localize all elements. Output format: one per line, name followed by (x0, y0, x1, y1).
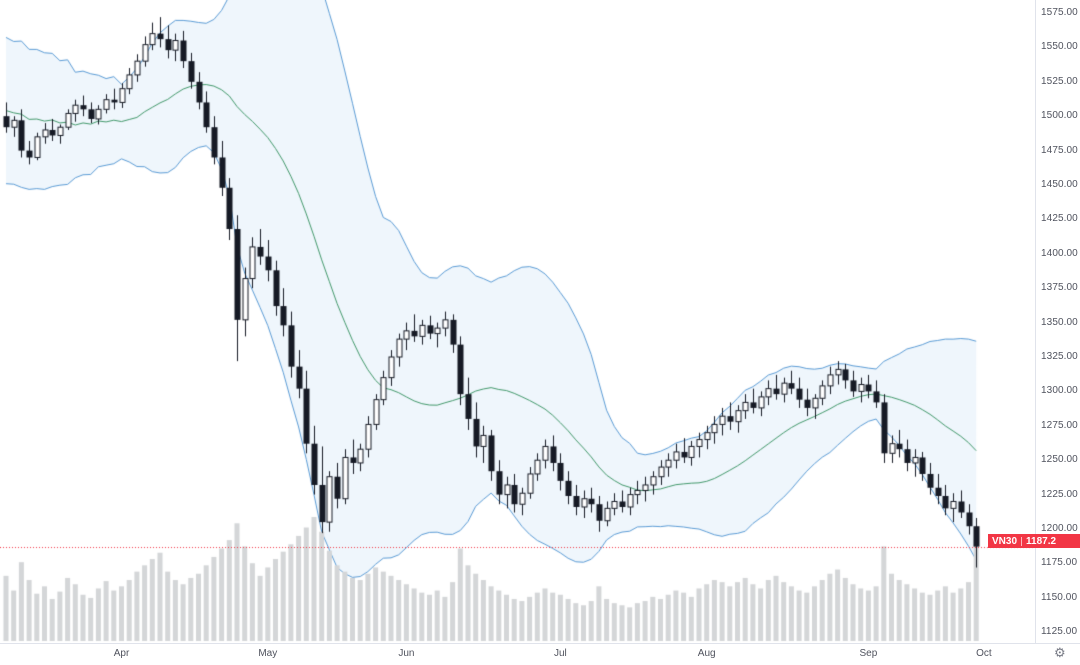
last-price-label: 1187.2 (1026, 535, 1057, 547)
price-axis-label: 1400.00 (1041, 247, 1078, 259)
price-axis-label: 1275.00 (1041, 419, 1078, 431)
time-axis-label[interactable]: May (258, 648, 278, 659)
time-axis-label[interactable]: Sep (859, 648, 878, 659)
price-axis-label: 1300.00 (1041, 385, 1078, 397)
price-axis-label: 1175.00 (1041, 557, 1078, 569)
price-axis-label: 1375.00 (1041, 282, 1078, 294)
time-axis-label[interactable]: Apr (113, 648, 130, 659)
price-axis-label: 1475.00 (1041, 144, 1078, 156)
price-axis-label: 1550.00 (1041, 41, 1078, 53)
badge-divider (1021, 536, 1023, 546)
price-axis-label: 1325.00 (1041, 351, 1078, 362)
price-axis-label: 1250.00 (1041, 454, 1078, 466)
last-price-badge: VN30 1187.2 (988, 534, 1080, 548)
price-axis-label: 1425.00 (1041, 213, 1078, 225)
price-axis-label: 1125.00 (1041, 626, 1078, 638)
price-axis-label: 1500.00 (1041, 110, 1078, 122)
time-axis-label[interactable]: Oct (976, 648, 992, 659)
price-axis-label: 1525.00 (1041, 75, 1078, 87)
price-chart-canvas[interactable] (0, 0, 1035, 643)
price-axis-label: 1200.00 (1041, 523, 1078, 534)
symbol-label: VN30 (992, 535, 1018, 547)
price-axis-label: 1575.00 (1041, 7, 1078, 18)
time-axis-label[interactable]: Jul (553, 648, 567, 659)
price-axis-label: 1150.00 (1041, 591, 1078, 603)
settings-gear-icon[interactable]: ⚙ (1054, 645, 1066, 660)
time-axis[interactable]: Apr May Jun Jul Aug Sep Oct (0, 643, 1080, 665)
price-axis-label: 1350.00 (1041, 316, 1078, 328)
time-axis-label[interactable]: Jun (398, 648, 415, 659)
time-axis-label[interactable]: Aug (697, 648, 716, 659)
price-axis-label: 1225.00 (1041, 488, 1078, 500)
price-axis-label: 1450.00 (1041, 179, 1078, 190)
